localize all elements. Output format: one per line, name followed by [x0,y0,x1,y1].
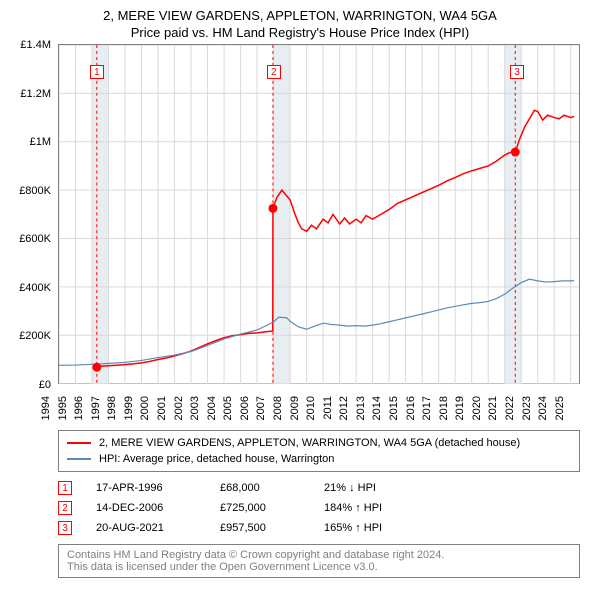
x-tick-label: 1994 [40,396,52,420]
legend-row: HPI: Average price, detached house, Warr… [67,451,571,467]
sale-event-marker: 2 [58,501,72,515]
sale-event-diff: 165% ↑ HPI [324,522,424,534]
legend-swatch [67,442,91,444]
y-tick-label: £1.2M [20,88,51,100]
sale-marker-label: 1 [90,65,104,79]
x-tick-label: 2012 [338,396,350,420]
x-tick-label: 2021 [487,396,499,420]
sale-event-row: 2 14-DEC-2006 £725,000 184% ↑ HPI [58,498,580,518]
x-tick-label: 2006 [239,396,251,420]
legend: 2, MERE VIEW GARDENS, APPLETON, WARRINGT… [58,430,580,472]
chart-container: 2, MERE VIEW GARDENS, APPLETON, WARRINGT… [0,0,600,590]
x-tick-label: 2010 [305,396,317,420]
sale-event-date: 17-APR-1996 [96,482,196,494]
sale-event-price: £68,000 [220,482,300,494]
x-tick-label: 2005 [222,396,234,420]
x-tick-label: 1999 [123,396,135,420]
legend-swatch [67,458,91,460]
attribution-footer: Contains HM Land Registry data © Crown c… [58,544,580,578]
x-tick-label: 2003 [189,396,201,420]
chart-plot-area: £0£200K£400K£600K£800K£1M£1.2M£1.4M 123 [58,44,580,384]
title-address: 2, MERE VIEW GARDENS, APPLETON, WARRINGT… [12,8,588,23]
x-tick-label: 2025 [554,396,566,420]
legend-label: 2, MERE VIEW GARDENS, APPLETON, WARRINGT… [99,437,520,449]
x-tick-label: 2011 [322,396,334,420]
x-tick-label: 2018 [438,396,450,420]
y-tick-label: £800K [19,185,51,197]
sale-event-date: 20-AUG-2021 [96,522,196,534]
x-tick-label: 2009 [289,396,301,420]
sale-event-price: £957,500 [220,522,300,534]
x-tick-label: 2002 [173,396,185,420]
footer-line-2: This data is licensed under the Open Gov… [67,561,571,573]
sale-marker-label: 2 [267,65,281,79]
sale-events-table: 1 17-APR-1996 £68,000 21% ↓ HPI 2 14-DEC-2006… [58,478,580,538]
sale-event-row: 1 17-APR-1996 £68,000 21% ↓ HPI [58,478,580,498]
y-axis-labels: £0£200K£400K£600K£800K£1M£1.2M£1.4M [11,45,55,385]
legend-label: HPI: Average price, detached house, Warr… [99,453,334,465]
x-tick-label: 1997 [90,396,102,420]
y-tick-label: £400K [19,282,51,294]
sale-event-diff: 21% ↓ HPI [324,482,424,494]
x-tick-label: 2004 [206,396,218,420]
y-tick-label: £0 [39,379,51,391]
x-tick-label: 2017 [421,396,433,420]
chart-svg [59,45,579,384]
sale-event-marker: 3 [58,521,72,535]
sale-event-price: £725,000 [220,502,300,514]
x-axis-labels: 1994199519961997199819992000200120022003… [46,392,592,432]
sale-event-diff: 184% ↑ HPI [324,502,424,514]
footer-line-1: Contains HM Land Registry data © Crown c… [67,549,571,561]
x-tick-label: 2007 [255,396,267,420]
x-tick-label: 2013 [355,396,367,420]
x-tick-label: 2015 [388,396,400,420]
y-tick-label: £1.4M [20,39,51,51]
x-tick-label: 2000 [139,396,151,420]
title-block: 2, MERE VIEW GARDENS, APPLETON, WARRINGT… [12,8,588,40]
x-tick-label: 1996 [73,396,85,420]
sale-marker-label: 3 [510,65,524,79]
sale-event-row: 3 20-AUG-2021 £957,500 165% ↑ HPI [58,518,580,538]
x-tick-label: 2019 [454,396,466,420]
x-tick-label: 1998 [106,396,118,420]
x-tick-label: 1995 [57,396,69,420]
y-tick-label: £600K [19,233,51,245]
x-tick-label: 2023 [521,396,533,420]
sale-event-marker: 1 [58,481,72,495]
x-tick-label: 2020 [471,396,483,420]
x-tick-label: 2024 [537,396,549,420]
x-tick-label: 2008 [272,396,284,420]
x-tick-label: 2001 [156,396,168,420]
y-tick-label: £1M [30,136,51,148]
x-tick-label: 2022 [504,396,516,420]
legend-row: 2, MERE VIEW GARDENS, APPLETON, WARRINGT… [67,435,571,451]
y-tick-label: £200K [19,330,51,342]
x-tick-label: 2016 [405,396,417,420]
x-tick-label: 2014 [371,396,383,420]
sale-event-date: 14-DEC-2006 [96,502,196,514]
title-subtitle: Price paid vs. HM Land Registry's House … [12,25,588,40]
